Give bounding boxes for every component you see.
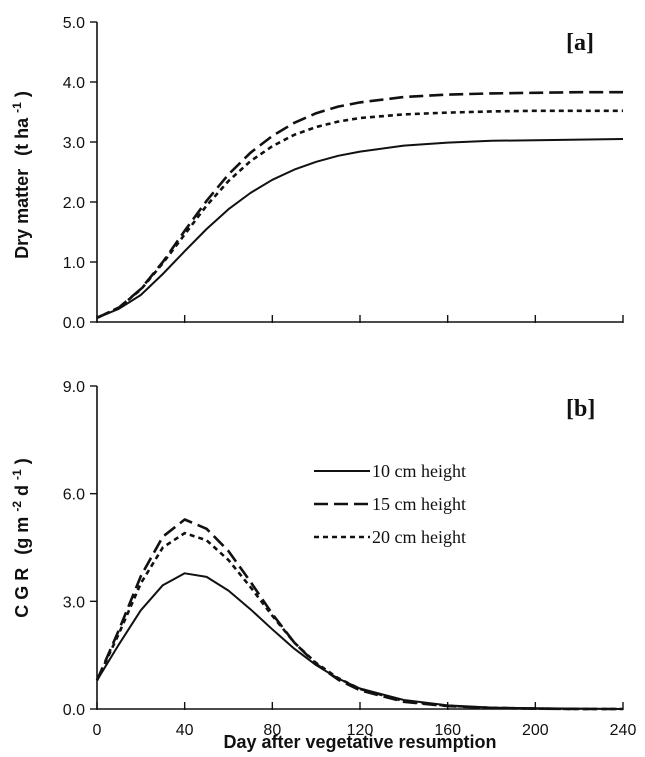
panel-a-y-tick-label: 5.0 (63, 15, 85, 32)
legend-entry-label: 10 cm height (372, 461, 466, 481)
panel-a-ylabel-text: Dry matter (12, 169, 32, 259)
legend-entry-label: 20 cm height (372, 527, 466, 547)
panel-a: 0.0 1.0 2.0 3.0 4.0 5.0 [a] Dry matter (t ha … (5, 15, 624, 332)
panel-b-y-axis-title: C G R (g m -2 d -1 ) (5, 458, 32, 617)
x-tick-label: 120 (347, 722, 374, 739)
panel-b-ylabel-unit-sup1: -2 (10, 501, 24, 512)
panel-b-ticks: 0.0 3.0 6.0 9.0 0 40 80 120 160 200 240 (63, 379, 637, 739)
panel-b-series-solid-line (96, 572, 624, 710)
panel-a-y-tick-label: 3.0 (63, 135, 85, 152)
panel-b-ylabel-unit-sup2: -1 (10, 469, 24, 480)
panel-b-ylabel-unit-end: ) (12, 458, 32, 464)
panel-b-y-tick-label: 6.0 (63, 487, 85, 504)
panel-a-ticks: 0.0 1.0 2.0 3.0 4.0 5.0 (63, 15, 624, 332)
panel-a-y-tick-label: 0.0 (63, 315, 85, 332)
legend: 10 cm height 15 cm height 20 cm height (314, 461, 466, 547)
panel-a-label: [a] (566, 30, 594, 56)
panel-b-axes (96, 386, 623, 710)
panel-b-label: [b] (566, 396, 595, 422)
panel-a-series-solid-line (96, 138, 624, 319)
panel-b-y-tick-label: 9.0 (63, 379, 85, 396)
panel-a-y-tick-label: 1.0 (63, 255, 85, 272)
panel-b-series-dotted-line (95, 531, 623, 711)
x-tick-label: 40 (176, 722, 194, 739)
x-tick-label: 160 (434, 722, 461, 739)
x-tick-label: 0 (93, 722, 102, 739)
panel-b-series (95, 518, 624, 711)
x-tick-label: 200 (522, 722, 549, 739)
panel-a-ylabel-unit-sup: -1 (10, 102, 24, 113)
panel-b-ylabel-text: C G R (12, 568, 32, 618)
x-axis-title: Day after vegetative resumption (223, 732, 496, 752)
legend-entry-label: 15 cm height (372, 494, 466, 514)
panel-a-ylabel-unit-end: ) (12, 91, 32, 97)
panel-a-y-tick-label: 4.0 (63, 75, 85, 92)
panel-b-y-tick-label: 3.0 (63, 594, 85, 611)
panel-b-series-dashed-line (95, 518, 623, 711)
panel-b: 0.0 3.0 6.0 9.0 0 40 80 120 160 200 240 [b] C G R … (5, 379, 637, 752)
panel-a-axes (96, 22, 623, 323)
panel-a-series-dashed-line (96, 90, 623, 319)
panel-a-ylabel-unit: (t ha (12, 117, 32, 156)
panel-a-y-axis-title: Dry matter (t ha -1 ) (5, 91, 32, 259)
panel-b-y-tick-label: 0.0 (63, 702, 85, 719)
panel-a-y-tick-label: 2.0 (63, 195, 85, 212)
panel-b-ylabel-unit: (g m (12, 517, 32, 555)
panel-b-ylabel-unit-mid: d (12, 485, 32, 496)
x-tick-label: 80 (263, 722, 281, 739)
panel-a-series (96, 90, 624, 319)
x-tick-label: 240 (610, 722, 637, 739)
panel-a-series-dotted-line (96, 109, 623, 319)
